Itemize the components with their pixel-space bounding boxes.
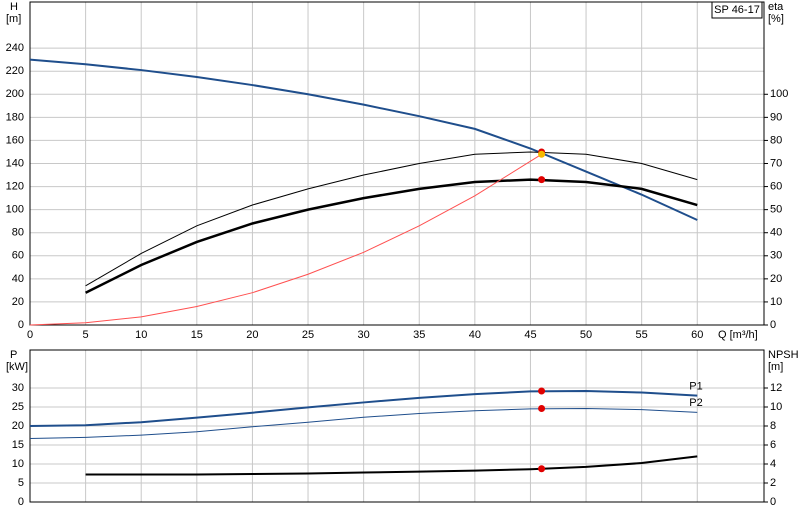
y2-tick-label: 2: [770, 477, 776, 489]
y-tick-label: 40: [12, 273, 24, 285]
duty-point: [538, 465, 546, 473]
y2-axis-label: NPSH: [768, 349, 799, 361]
x-tick-label: 50: [580, 329, 592, 341]
y2-axis-unit: [m]: [768, 361, 783, 373]
y-tick-label: 200: [6, 88, 24, 100]
y2-axis-label: eta: [768, 1, 784, 13]
duty-point: [538, 150, 546, 158]
x-tick-label: 40: [469, 329, 481, 341]
x-tick-label: 5: [83, 329, 89, 341]
y-tick-label: 0: [18, 496, 24, 508]
curve: [29, 153, 542, 326]
y2-tick-label: 8: [770, 420, 776, 432]
x-tick-label: 20: [246, 329, 258, 341]
curve: [85, 455, 698, 476]
curve: [85, 178, 698, 294]
curve: [85, 151, 698, 287]
plot-frame: [29, 1, 765, 326]
y-tick-label: 220: [6, 65, 24, 77]
y-tick-label: 180: [6, 111, 24, 123]
y-tick-label: 25: [12, 401, 24, 413]
y-tick-label: 30: [12, 382, 24, 394]
y-axis-label: P: [10, 349, 17, 361]
y-tick-label: 120: [6, 180, 24, 192]
x-tick-label: 15: [191, 329, 203, 341]
y2-tick-label: 60: [770, 180, 782, 192]
y-tick-label: 20: [12, 420, 24, 432]
x-tick-label: 60: [691, 329, 703, 341]
y2-tick-label: 12: [770, 382, 782, 394]
y2-tick-label: 50: [770, 204, 782, 216]
y-tick-label: 0: [18, 319, 24, 331]
curve: [29, 58, 698, 221]
x-axis-label: Q [m³/h]: [718, 329, 758, 341]
y2-tick-label: 6: [770, 439, 776, 451]
y2-tick-label: 40: [770, 227, 782, 239]
y-tick-label: 240: [6, 42, 24, 54]
y-tick-label: 5: [18, 477, 24, 489]
model-label: SP 46-17: [714, 4, 760, 16]
y2-tick-label: 100: [770, 88, 788, 100]
x-tick-label: 30: [358, 329, 370, 341]
x-tick-label: 0: [27, 329, 33, 341]
y-axis-unit: [kW]: [6, 361, 28, 373]
y2-tick-label: 80: [770, 134, 782, 146]
duty-point: [538, 387, 546, 395]
y2-tick-label: 10: [770, 401, 782, 413]
y2-tick-label: 4: [770, 458, 776, 470]
y-tick-label: 60: [12, 250, 24, 262]
y-tick-label: 10: [12, 458, 24, 470]
y2-tick-label: 0: [770, 319, 776, 331]
y2-tick-label: 30: [770, 250, 782, 262]
y2-axis-unit: [%]: [768, 13, 784, 25]
y2-tick-label: 70: [770, 157, 782, 169]
x-tick-label: 55: [636, 329, 648, 341]
duty-point: [538, 405, 546, 413]
curve: [29, 390, 698, 427]
y-axis-label: H: [10, 1, 18, 13]
y2-tick-label: 20: [770, 273, 782, 285]
y-axis-unit: [m]: [6, 13, 21, 25]
y-tick-label: 80: [12, 227, 24, 239]
y-tick-label: 15: [12, 439, 24, 451]
series-label: P2: [689, 397, 702, 409]
x-tick-label: 25: [302, 329, 314, 341]
y-tick-label: 20: [12, 296, 24, 308]
y-tick-label: 100: [6, 204, 24, 216]
y2-tick-label: 10: [770, 296, 782, 308]
y2-tick-label: 90: [770, 111, 782, 123]
curve: [29, 408, 698, 440]
y-tick-label: 160: [6, 134, 24, 146]
y2-tick-label: 0: [770, 496, 776, 508]
x-tick-label: 35: [413, 329, 425, 341]
y-tick-label: 140: [6, 157, 24, 169]
series-label: P1: [689, 381, 702, 393]
x-tick-label: 10: [135, 329, 147, 341]
x-tick-label: 45: [524, 329, 536, 341]
duty-point: [538, 176, 546, 184]
model-box: [711, 1, 763, 19]
